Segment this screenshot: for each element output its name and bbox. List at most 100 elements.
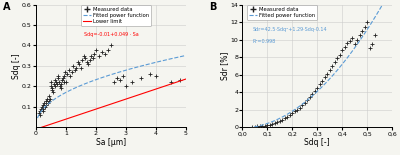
Point [64,73,71,75]
Point [63,81,69,83]
Point [304,99,310,101]
Point [262,125,268,127]
Point [52,79,59,81]
Point [49,87,56,90]
Point [81,54,87,57]
Point [168,81,174,83]
Point [354,38,360,41]
Point [48,85,54,88]
Point [96,54,102,57]
Point [114,77,120,79]
Point [326,69,333,71]
Text: Sdq=0.17·Sa⁰⋅⁴⁵; R²=0.343: Sdq=0.17·Sa⁰⋅⁴⁵; R²=0.343 [84,12,150,17]
Point [274,121,280,124]
Point [146,73,153,75]
Point [289,112,296,114]
Text: A: A [3,2,10,12]
Point [70,65,76,67]
Legend: Measured data, Fitted power function: Measured data, Fitted power function [246,5,317,20]
Point [44,97,50,100]
Point [39,105,45,108]
Point [93,48,99,51]
Y-axis label: Sdr [%]: Sdr [%] [220,52,229,80]
Point [46,99,53,102]
Point [54,83,60,86]
Point [45,101,51,104]
Point [57,87,64,90]
Point [82,56,88,59]
Point [59,79,66,81]
Point [87,58,93,61]
Point [259,125,266,127]
Point [152,75,159,77]
Point [40,103,47,106]
Point [55,77,62,79]
Point [269,123,276,125]
Point [342,45,348,48]
Point [316,83,323,86]
Point [257,125,263,127]
Point [356,34,363,37]
Point [110,81,117,83]
Point [296,107,303,109]
Point [73,67,80,69]
Point [322,76,328,78]
Point [61,75,68,77]
Point [53,81,60,83]
Point [85,63,92,65]
Point [294,108,300,111]
Point [349,37,355,39]
Point [128,81,135,83]
Point [37,110,44,112]
Point [366,47,373,50]
Point [279,118,286,121]
Point [267,124,273,126]
Point [344,42,350,44]
Point [364,21,370,23]
Point [116,79,123,81]
Point [306,96,313,99]
Legend: Measured data, Fitted power function, Lower limit: Measured data, Fitted power function, Lo… [80,5,151,26]
Point [60,81,67,83]
Point [312,90,318,93]
Text: R²=0.998: R²=0.998 [253,39,276,44]
Point [309,93,316,95]
Point [336,53,343,56]
Point [332,61,338,64]
Point [47,97,54,100]
Point [42,103,49,106]
Point [91,52,98,55]
Point [40,110,47,112]
Point [62,71,68,73]
Point [314,86,320,89]
Point [264,124,270,127]
Point [67,75,74,77]
Point [334,57,340,59]
Point [88,54,94,57]
Point [75,61,81,63]
Point [286,114,293,117]
Point [104,48,111,51]
Point [254,125,260,128]
Text: Sdq=-0.01+0.049 · Sa: Sdq=-0.01+0.049 · Sa [84,32,139,37]
Point [302,101,308,104]
Point [282,117,288,120]
X-axis label: Sa [μm]: Sa [μm] [96,138,126,147]
X-axis label: Sdq [-]: Sdq [-] [304,138,330,147]
Point [60,77,66,79]
Point [176,79,183,81]
Point [272,122,278,124]
Point [51,85,58,88]
Point [57,85,63,88]
Point [122,85,129,88]
Point [99,50,105,53]
Point [277,120,283,122]
Point [43,99,50,102]
Point [39,108,46,110]
Point [36,112,42,114]
Point [38,108,44,110]
Y-axis label: Sdq [-]: Sdq [-] [12,53,20,79]
Point [78,67,84,69]
Point [371,34,378,37]
Point [79,58,86,61]
